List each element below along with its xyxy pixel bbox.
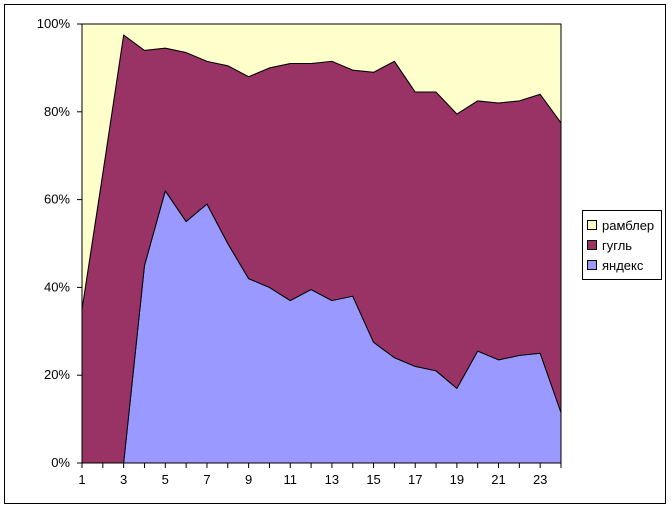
x-tick-label: 15 <box>366 472 380 487</box>
x-tick-label: 21 <box>491 472 505 487</box>
legend-label: гугль <box>602 237 633 253</box>
legend-swatch <box>587 220 597 230</box>
y-tick-label: 40% <box>44 279 70 294</box>
legend-item: яндекс <box>587 255 657 275</box>
x-tick-label: 3 <box>120 472 127 487</box>
x-tick-label: 11 <box>284 472 298 487</box>
series-areas <box>81 23 562 464</box>
x-tick-label: 7 <box>203 472 210 487</box>
legend: рамблер гугль яндекс <box>582 210 662 280</box>
area-рамблер <box>81 23 562 310</box>
legend-swatch <box>587 260 597 270</box>
x-tick-label: 13 <box>325 472 339 487</box>
y-tick-label: 0% <box>51 455 70 470</box>
x-tick-label: 9 <box>245 472 252 487</box>
x-tick-label: 19 <box>450 472 464 487</box>
axes: 0%20%40%60%80%100%1 3 5 7 9 11 13 15 17 19 21 23 <box>37 16 562 487</box>
x-tick-label: 1 <box>78 472 85 487</box>
x-tick-label: 17 <box>408 472 422 487</box>
legend-label: рамблер <box>602 217 655 233</box>
y-tick-label: 100% <box>37 16 71 31</box>
x-tick-label: 23 <box>533 472 547 487</box>
legend-item: рамблер <box>587 215 657 235</box>
x-tick-label: 5 <box>162 472 169 487</box>
legend-swatch <box>587 240 597 250</box>
y-tick-label: 80% <box>44 104 70 119</box>
legend-label: яндекс <box>602 257 644 273</box>
y-tick-label: 20% <box>44 367 70 382</box>
legend-item: гугль <box>587 235 657 255</box>
y-tick-label: 60% <box>44 192 70 207</box>
